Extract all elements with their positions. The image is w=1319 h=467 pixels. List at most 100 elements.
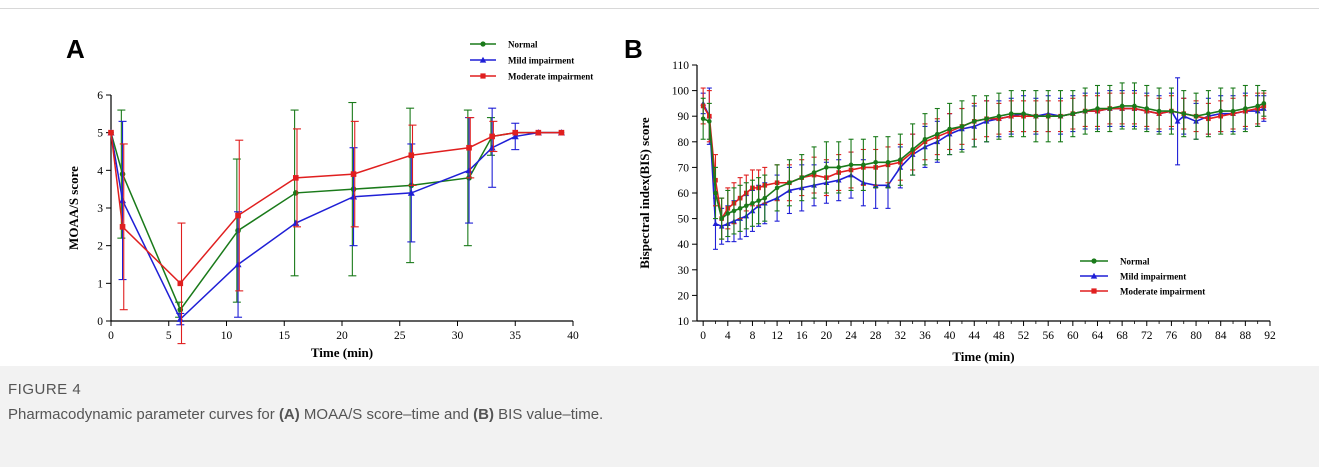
data-point [407,189,415,196]
data-point [488,144,496,151]
data-point [700,116,706,122]
x-tick-label: 4 [725,330,731,342]
data-point [898,157,903,163]
x-axis-title: Time (min) [952,349,1014,364]
x-tick-label: 48 [993,330,1005,342]
data-point [1181,111,1187,116]
y-tick-label: 110 [672,60,689,72]
x-tick-label: 88 [1240,330,1252,342]
x-tick-label: 80 [1190,330,1202,342]
x-axis-title: Time (min) [311,345,373,360]
data-point [1119,103,1125,109]
x-tick-label: 16 [796,330,808,342]
data-point [725,211,731,216]
data-point [934,131,940,137]
x-tick-label: 15 [279,330,291,342]
x-tick-label: 35 [510,330,522,342]
legend-marker [1091,258,1097,264]
data-point [1218,108,1224,114]
data-point [947,126,952,132]
data-point [922,136,928,142]
legend-label: Normal [508,40,538,50]
y-tick-label: 90 [678,111,690,123]
data-point [762,195,768,201]
data-point [731,208,737,214]
data-point [984,116,989,122]
series-normal [108,101,565,318]
figure-caption: Pharmacodynamic parameter curves for (A)… [8,406,603,423]
data-point [466,144,472,151]
x-tick-label: 64 [1092,330,1104,342]
legend-marker [479,56,487,63]
data-point [799,175,805,180]
y-tick-label: 80 [678,137,690,149]
data-point [1021,111,1026,116]
data-point [836,165,842,170]
y-axis-title: MOAA/S score [66,166,81,250]
data-point [235,212,241,219]
data-point [1033,113,1039,119]
x-tick-label: 24 [845,330,857,342]
legend-marker [480,41,486,47]
y-axis-title: Bispectral index(BIS) score [637,117,652,269]
y-tick-label: 10 [678,316,690,328]
data-point [1156,108,1162,114]
data-point [811,170,817,175]
data-point [959,124,965,129]
x-tick-label: 25 [394,330,406,342]
data-point [824,165,829,170]
y-tick-label: 3 [97,203,103,215]
data-point [712,220,719,227]
figure-label: FIGURE 4 [8,381,82,398]
y-tick-label: 5 [97,128,103,140]
x-tick-label: 56 [1042,330,1054,342]
data-point [737,206,743,211]
legend-label: Mild impairment [508,56,574,66]
x-tick-label: 72 [1141,330,1153,342]
caption-block: FIGURE 4 Pharmacodynamic parameter curve… [0,366,1319,467]
x-tick-label: 36 [919,330,931,342]
x-tick-label: 5 [166,330,172,342]
y-tick-label: 4 [97,165,103,177]
data-point [119,196,127,204]
data-point [1255,103,1260,109]
caption-part: Pharmacodynamic parameter curves for [8,406,279,423]
data-point [177,306,184,313]
x-tick-label: 20 [821,330,833,342]
series-moderate [108,117,565,345]
y-tick-label: 2 [97,241,103,253]
y-tick-label: 0 [97,316,103,328]
caption-part: (A) [278,406,300,423]
data-point [910,147,915,152]
data-point [1174,118,1181,124]
x-tick-label: 40 [567,330,579,342]
panel-b-letter: B [624,34,643,64]
data-point [1045,113,1051,119]
x-tick-label: 30 [452,330,464,342]
x-tick-label: 0 [700,330,706,342]
data-point [1107,106,1113,111]
data-point [1082,108,1088,114]
data-point [1243,106,1248,111]
data-point [512,129,519,136]
caption-part: BIS value–time. [494,406,604,423]
x-tick-label: 68 [1116,330,1128,342]
y-tick-label: 6 [97,90,103,102]
y-tick-label: 60 [678,188,690,200]
data-point [861,162,866,168]
legend-label: Normal [1120,257,1150,267]
data-point [885,159,891,165]
data-point [293,175,299,181]
panel-a-chart: 0 1 2 3 4 5 6 0 5 10 15 20 25 30 35 40 Time (min) MOAA/S … [66,40,593,361]
data-point [719,216,724,221]
x-tick-label: 84 [1215,330,1227,342]
data-point [1144,106,1150,111]
data-point [558,129,565,136]
data-point [350,171,357,177]
data-point [511,132,519,140]
data-point [1206,111,1211,116]
x-tick-label: 52 [1018,330,1030,342]
